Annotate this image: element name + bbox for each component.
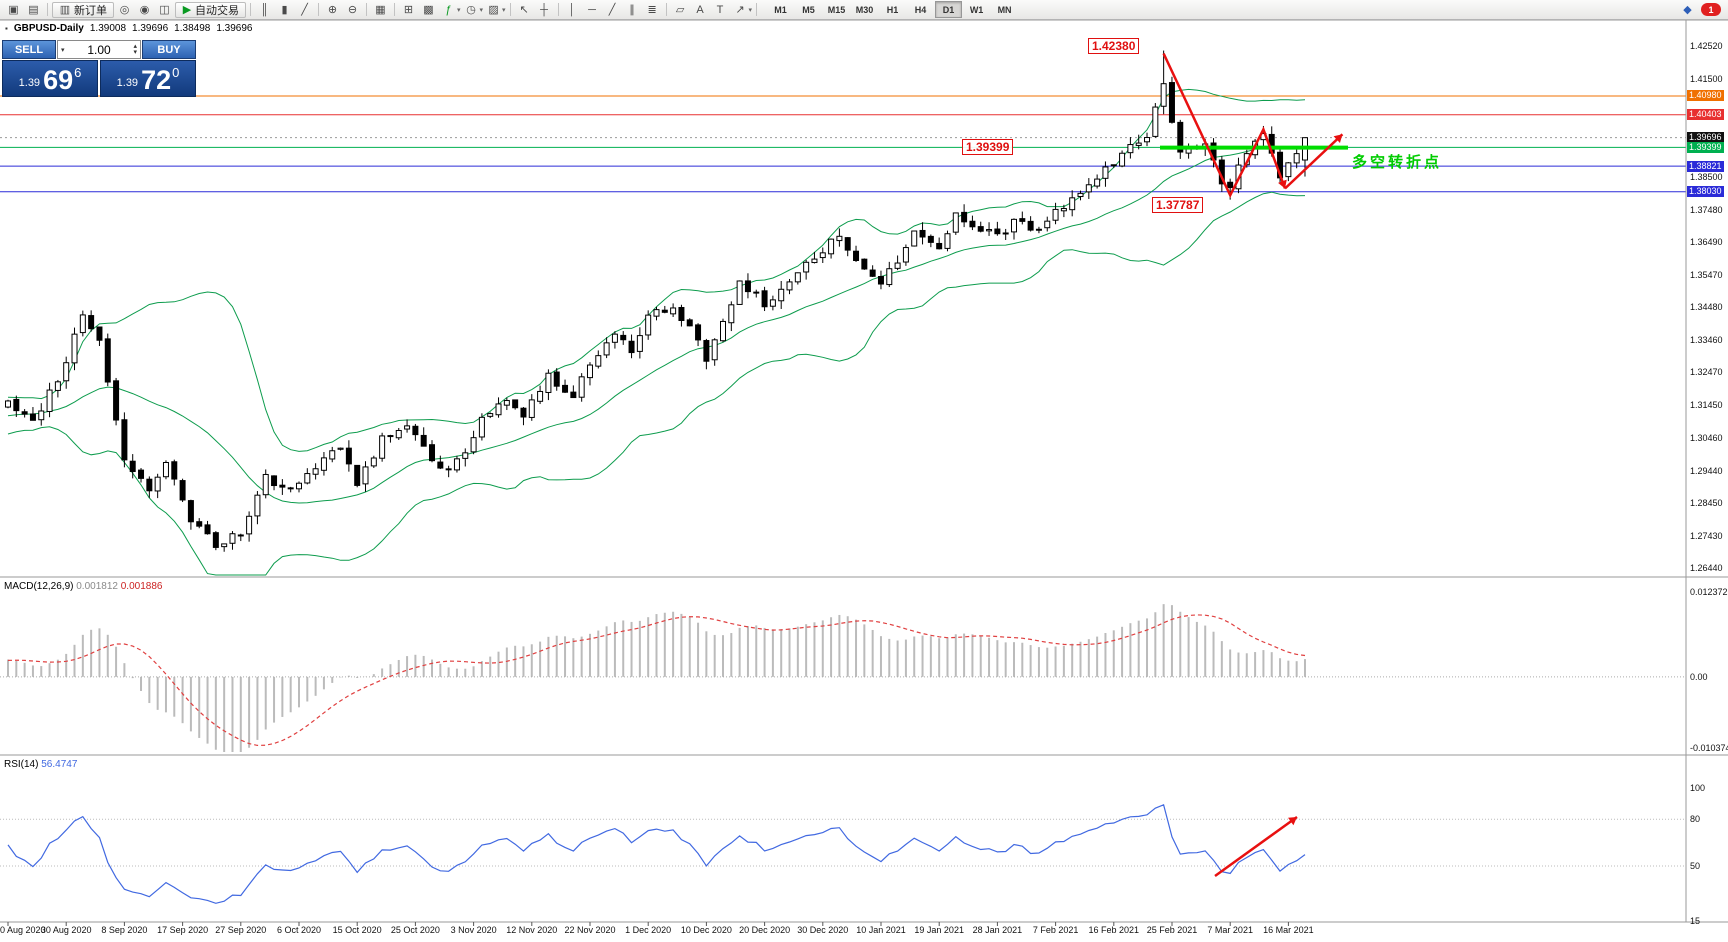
horizontal-line-icon[interactable]: ─ bbox=[588, 3, 596, 16]
sell-price-big: 69 bbox=[43, 65, 74, 95]
crosshair-icon[interactable]: ┼ bbox=[540, 3, 548, 16]
toolbar-separator bbox=[557, 3, 559, 16]
chart-window-icon[interactable]: ▣ bbox=[8, 4, 19, 16]
fibonacci-icon[interactable]: ≣ bbox=[647, 4, 657, 16]
volume-dropdown-icon[interactable]: ▾ bbox=[61, 46, 65, 54]
auto-arrange-icon[interactable]: ⊞ bbox=[403, 4, 414, 16]
buy-price-sup: 0 bbox=[172, 65, 180, 80]
annotation-trough-price[interactable]: 1.37787 bbox=[1152, 197, 1204, 213]
annotation-hline-price[interactable]: 1.39399 bbox=[962, 139, 1014, 155]
tile-windows-icon[interactable]: ▦ bbox=[375, 4, 386, 16]
toolbar-separator bbox=[318, 3, 319, 16]
toolbar-separator bbox=[509, 3, 511, 16]
rsi-indicator-label: RSI(14) 56.4747 bbox=[4, 759, 77, 770]
alerts-icon[interactable]: ◎ bbox=[119, 4, 130, 16]
toolbar-separator bbox=[665, 3, 667, 16]
volume-spinner[interactable]: ▴ ▾ bbox=[133, 42, 137, 56]
main-toolbar: ▣ ▤ ▥ 新订单 ◎ ◉ ◫ ▶ 自动交易 ║ ▮ ╱ ⊕ ⊖ ▦ ⊞ ▩ ƒ… bbox=[0, 0, 1728, 20]
candlestick-chart-icon[interactable]: ▮ bbox=[281, 4, 288, 16]
indicators-dropdown-icon[interactable]: ▾ bbox=[457, 6, 461, 14]
indicators-icon[interactable]: ƒ bbox=[445, 3, 452, 16]
annotation-bull-bear-note[interactable]: 多空转折点 bbox=[1352, 154, 1443, 171]
news-icon[interactable]: ◉ bbox=[139, 4, 150, 16]
buy-price-display[interactable]: 1.39 72 0 bbox=[100, 60, 196, 97]
mobile-icon[interactable]: ◫ bbox=[159, 4, 170, 16]
macd-indicator-label: MACD(12,26,9) 0.001812 0.001886 bbox=[4, 581, 162, 592]
timeframe-h1[interactable]: H1 bbox=[886, 4, 899, 15]
channel-icon[interactable]: ∥ bbox=[629, 4, 635, 16]
toolbar-separator bbox=[394, 3, 395, 16]
timeframe-m30[interactable]: M30 bbox=[855, 4, 874, 15]
macd-name: MACD(12,26,9) bbox=[4, 581, 74, 592]
buy-price-big: 72 bbox=[141, 65, 172, 95]
rsi-name: RSI(14) bbox=[4, 759, 39, 770]
text-label-icon[interactable]: T bbox=[716, 3, 724, 16]
macd-signal-value: 0.001886 bbox=[120, 581, 163, 592]
timeframe-m5[interactable]: M5 bbox=[802, 4, 815, 15]
autotrading-button[interactable]: ▶ 自动交易 bbox=[175, 1, 246, 18]
annotation-peak-price[interactable]: 1.42380 bbox=[1088, 38, 1140, 54]
time-axis[interactable] bbox=[0, 922, 1686, 940]
volume-value: 1.00 bbox=[87, 42, 111, 57]
periods-icon[interactable]: ◷ bbox=[466, 4, 476, 16]
ohlc-close: 1.39696 bbox=[216, 23, 253, 34]
grid-icon[interactable]: ▩ bbox=[423, 4, 434, 16]
toolbar-separator bbox=[366, 3, 367, 16]
toolbar-separator bbox=[756, 3, 758, 16]
price-scale[interactable] bbox=[1686, 20, 1728, 922]
chart-symbol-icon: ▪ bbox=[5, 24, 8, 33]
buy-button[interactable]: BUY bbox=[142, 40, 196, 59]
timeframe-d1[interactable]: D1 bbox=[935, 1, 963, 18]
symbol-period-label: GBPUSD-Daily bbox=[13, 23, 84, 34]
vertical-line-icon[interactable]: │ bbox=[568, 3, 576, 16]
timeframe-mn[interactable]: MN bbox=[997, 4, 1012, 15]
volume-input[interactable]: ▾ 1.00 ▴ ▾ bbox=[57, 40, 141, 59]
timeframe-w1[interactable]: W1 bbox=[969, 4, 984, 15]
periods-dropdown-icon[interactable]: ▾ bbox=[479, 6, 484, 14]
bar-chart-icon[interactable]: ║ bbox=[260, 3, 269, 16]
autotrading-play-icon: ▶ bbox=[182, 4, 192, 16]
arrows-dropdown-icon[interactable]: ▾ bbox=[748, 6, 753, 14]
sell-price-small: 1.39 bbox=[18, 77, 41, 89]
community-icon[interactable]: ◆ bbox=[1683, 4, 1692, 16]
timeframe-h4[interactable]: H4 bbox=[914, 4, 927, 15]
new-order-icon: ▥ bbox=[59, 4, 71, 16]
shapes-icon[interactable]: ▱ bbox=[675, 4, 685, 16]
sell-price-sup: 6 bbox=[74, 65, 82, 80]
rsi-value: 56.4747 bbox=[41, 759, 78, 770]
toolbar-separator bbox=[47, 3, 48, 16]
chart-title-bar: ▪ GBPUSD-Daily 1.39008 1.39696 1.38498 1… bbox=[5, 23, 252, 34]
buy-price-small: 1.39 bbox=[116, 77, 139, 89]
sell-button[interactable]: SELL bbox=[2, 40, 56, 59]
cursor-icon[interactable]: ↖ bbox=[519, 4, 529, 16]
new-order-button[interactable]: ▥ 新订单 bbox=[52, 1, 114, 18]
text-icon[interactable]: A bbox=[696, 3, 704, 16]
arrows-icon[interactable]: ↗ bbox=[735, 4, 745, 16]
templates-icon[interactable]: ▨ bbox=[488, 4, 499, 16]
autotrading-label: 自动交易 bbox=[195, 4, 239, 17]
spin-down-icon[interactable]: ▾ bbox=[133, 48, 137, 56]
ohlc-high: 1.39696 bbox=[132, 23, 169, 34]
line-chart-icon[interactable]: ╱ bbox=[301, 4, 308, 16]
timeframe-m15[interactable]: M15 bbox=[827, 4, 846, 15]
macd-value: 0.001812 bbox=[76, 581, 118, 592]
trendline-icon[interactable]: ╱ bbox=[608, 4, 616, 16]
timeframe-m1[interactable]: M1 bbox=[774, 4, 787, 15]
ohlc-low: 1.38498 bbox=[174, 23, 211, 34]
timeframe-group: M1 M5 M15 M30 H1 H4 D1 W1 MN bbox=[767, 1, 1018, 18]
toolbar-separator bbox=[250, 3, 251, 16]
new-order-label: 新订单 bbox=[74, 4, 107, 17]
templates-dropdown-icon[interactable]: ▾ bbox=[502, 6, 506, 14]
sell-price-display[interactable]: 1.39 69 6 bbox=[2, 60, 98, 97]
notification-badge[interactable]: 1 bbox=[1701, 3, 1721, 16]
one-click-trading-panel: SELL ▾ 1.00 ▴ ▾ BUY 1.39 69 6 1.39 72 0 bbox=[2, 40, 196, 97]
zoom-out-icon[interactable]: ⊖ bbox=[347, 4, 358, 16]
ohlc-open: 1.39008 bbox=[89, 23, 127, 34]
chart-profile-icon[interactable]: ▤ bbox=[28, 4, 39, 16]
zoom-in-icon[interactable]: ⊕ bbox=[327, 4, 338, 16]
spin-up-icon[interactable]: ▴ bbox=[133, 42, 137, 50]
